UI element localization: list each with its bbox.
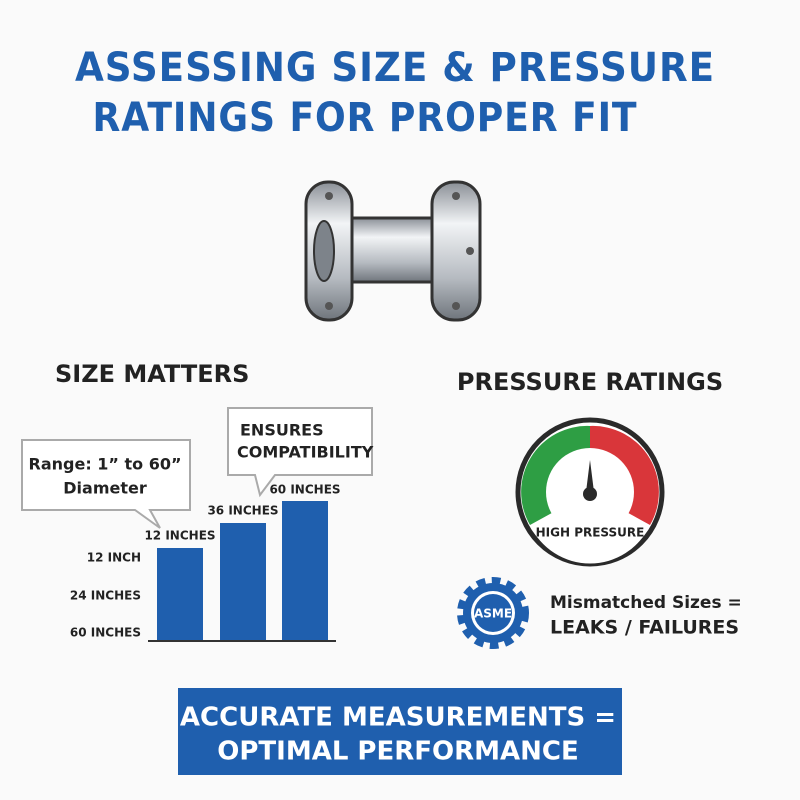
badge-text: ASME xyxy=(474,607,512,621)
callout-text: Diameter xyxy=(63,479,147,498)
bar xyxy=(157,548,203,641)
callout-text: COMPATIBILITY xyxy=(237,443,374,462)
banner xyxy=(178,688,622,775)
title-line: RATINGS FOR PROPER FIT xyxy=(93,95,638,141)
callout xyxy=(227,407,373,498)
banner-text: OPTIMAL PERFORMANCE xyxy=(217,737,579,767)
title-line: ASSESSING SIZE & PRESSURE xyxy=(75,45,715,91)
warning-text: LEAKS / FAILURES xyxy=(550,617,739,639)
axis-label: 24 INCHES xyxy=(70,589,141,603)
asme-badge xyxy=(457,577,529,649)
bar-label: 36 INCHES xyxy=(207,504,278,518)
section-heading: PRESSURE RATINGS xyxy=(457,368,723,396)
bar xyxy=(220,523,266,641)
bar-label: 12 INCHES xyxy=(144,529,215,543)
axis-label: 60 INCHES xyxy=(70,626,141,640)
pipe-illustration xyxy=(304,180,482,322)
callout-text: Range: 1” to 60” xyxy=(29,455,182,474)
section-heading: SIZE MATTERS xyxy=(55,360,249,388)
gauge xyxy=(515,417,665,567)
bar-label: 60 INCHES xyxy=(269,483,340,497)
axis-label: 12 INCH xyxy=(87,551,141,565)
bar xyxy=(282,501,328,641)
gauge-label: HIGH PRESSURE xyxy=(536,526,645,540)
warning-text: Mismatched Sizes = xyxy=(550,593,742,613)
callout-text: ENSURES xyxy=(240,421,324,440)
banner-text: ACCURATE MEASUREMENTS = xyxy=(180,703,616,733)
callout xyxy=(21,439,191,529)
